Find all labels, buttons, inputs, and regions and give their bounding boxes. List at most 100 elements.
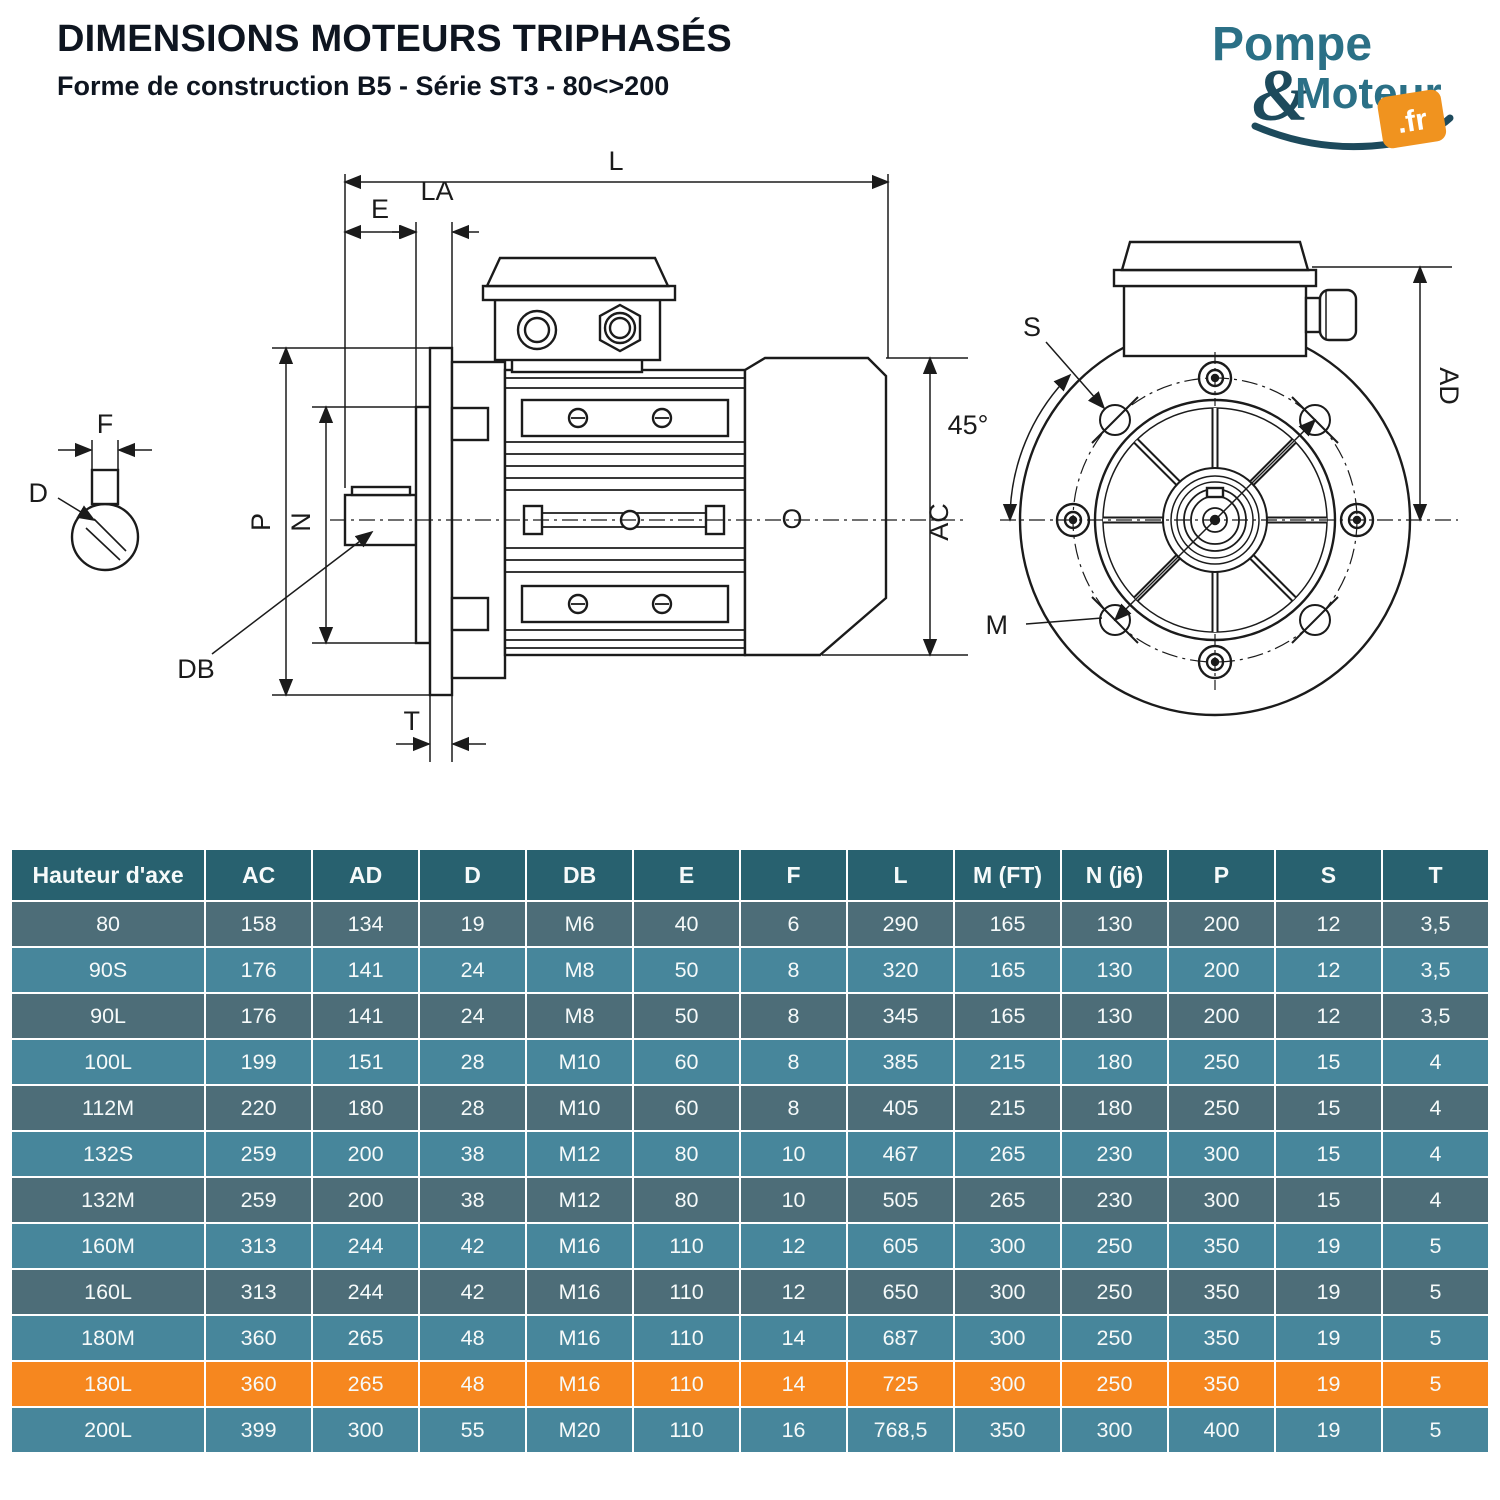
dim-label-E: E xyxy=(371,194,389,224)
table-cell: 3,5 xyxy=(1380,900,1491,948)
table-cell: 250 xyxy=(1060,1268,1169,1316)
table-cell: 19 xyxy=(1273,1222,1383,1270)
table-cell: 4 xyxy=(1380,1130,1491,1178)
motor-drawing-svg: L E LA F D DB T O P N AC xyxy=(29,146,1464,762)
table-cell: 8 xyxy=(739,1038,849,1086)
row-model: 160L xyxy=(9,1268,207,1316)
table-row: 80 158 134 19 M6 40 6 290 165 130 200 12 3,5 xyxy=(9,900,1491,948)
table-cell: 15 xyxy=(1273,1176,1383,1224)
table-cell: 345 xyxy=(846,992,956,1040)
dim-label-AD: AD xyxy=(1434,367,1464,405)
side-view-dimensions xyxy=(57,174,968,762)
table-cell: 300 xyxy=(953,1268,1062,1316)
table-cell: 180 xyxy=(1060,1038,1169,1086)
table-cell: M16 xyxy=(525,1314,635,1362)
table-cell: 42 xyxy=(418,1268,528,1316)
dim-label-LA: LA xyxy=(420,176,453,206)
table-cell: 265 xyxy=(953,1176,1062,1224)
table-cell: 313 xyxy=(204,1222,314,1270)
table-cell: 505 xyxy=(846,1176,956,1224)
dim-label-DB: DB xyxy=(177,654,215,684)
table-cell: 12 xyxy=(739,1268,849,1316)
table-cell: 244 xyxy=(311,1222,421,1270)
table-cell: 38 xyxy=(418,1176,528,1224)
table-cell: 215 xyxy=(953,1084,1062,1132)
table-cell: 230 xyxy=(1060,1130,1169,1178)
table-cell: 38 xyxy=(418,1130,528,1178)
dim-label-L: L xyxy=(608,146,623,176)
logo-fr-badge: .fr xyxy=(1377,89,1447,149)
dim-label-D: D xyxy=(29,478,49,508)
table-cell: 4 xyxy=(1380,1176,1491,1224)
table-cell: 180 xyxy=(1060,1084,1169,1132)
table-cell: 10 xyxy=(739,1176,849,1224)
table-cell: 200 xyxy=(1166,946,1276,994)
column-header: L xyxy=(846,848,956,902)
column-header: AD xyxy=(311,848,421,902)
table-cell: M16 xyxy=(525,1360,635,1408)
table-cell: 28 xyxy=(418,1038,528,1086)
dimensions-table: Hauteur d'axe AC AD D DB E F L M (FT) N (j6) P S T 8… xyxy=(9,848,1491,1454)
table-cell: 320 xyxy=(846,946,956,994)
table-cell: 60 xyxy=(632,1084,742,1132)
table-cell: 176 xyxy=(204,992,314,1040)
table-cell: 360 xyxy=(204,1314,314,1362)
table-cell: 8 xyxy=(739,946,849,994)
column-header: N (j6) xyxy=(1060,848,1169,902)
table-row: 132M 259 200 38 M12 80 10 505 265 230 300 15 4 xyxy=(9,1176,1491,1224)
table-cell: 200 xyxy=(1166,992,1276,1040)
front-view-dimensions xyxy=(1002,265,1452,625)
table-cell: 151 xyxy=(311,1038,421,1086)
row-model: 90L xyxy=(9,992,207,1040)
table-cell: 15 xyxy=(1273,1084,1383,1132)
row-model: 100L xyxy=(9,1038,207,1086)
table-cell: 265 xyxy=(311,1314,421,1362)
table-cell: 165 xyxy=(953,992,1062,1040)
column-header: D xyxy=(418,848,528,902)
table-cell: 350 xyxy=(1166,1314,1276,1362)
row-model: 180M xyxy=(9,1314,207,1362)
table-cell: 19 xyxy=(1273,1360,1383,1408)
column-header: F xyxy=(739,848,849,902)
table-cell: 130 xyxy=(1060,992,1169,1040)
table-row: 132S 259 200 38 M12 80 10 467 265 230 300 15 4 xyxy=(9,1130,1491,1178)
table-cell: 180 xyxy=(311,1084,421,1132)
table-cell: 300 xyxy=(1166,1130,1276,1178)
table-cell: 250 xyxy=(1060,1222,1169,1270)
table-cell: 19 xyxy=(1273,1314,1383,1362)
row-model: 90S xyxy=(9,946,207,994)
table-cell: 220 xyxy=(204,1084,314,1132)
table-cell: 300 xyxy=(311,1406,421,1454)
table-cell: 300 xyxy=(1060,1406,1169,1454)
brand-logo: Pompe & Moteur .fr xyxy=(1160,8,1470,163)
logo-ampersand: & xyxy=(1252,55,1310,137)
technical-drawing: L E LA F D DB T O P N AC xyxy=(0,130,1500,865)
column-header: P xyxy=(1166,848,1276,902)
table-cell: 130 xyxy=(1060,946,1169,994)
table-cell: 130 xyxy=(1060,900,1169,948)
table-cell: M6 xyxy=(525,900,635,948)
table-cell: 265 xyxy=(311,1360,421,1408)
table-cell: 8 xyxy=(739,1084,849,1132)
column-header: M (FT) xyxy=(953,848,1062,902)
table-cell: 110 xyxy=(632,1314,742,1362)
table-cell: 300 xyxy=(953,1360,1062,1408)
table-cell: 360 xyxy=(204,1360,314,1408)
table-cell: 141 xyxy=(311,992,421,1040)
table-cell: 12 xyxy=(1273,946,1383,994)
table-row: 90S 176 141 24 M8 50 8 320 165 130 200 12 3,5 xyxy=(9,946,1491,994)
table-cell: 42 xyxy=(418,1222,528,1270)
table-cell: 19 xyxy=(1273,1268,1383,1316)
row-model: 132S xyxy=(9,1130,207,1178)
table-cell: 3,5 xyxy=(1380,992,1491,1040)
table-cell: 50 xyxy=(632,946,742,994)
table-cell: 768,5 xyxy=(846,1406,956,1454)
page-subtitle: Forme de construction B5 - Série ST3 - 8… xyxy=(57,71,670,101)
table-cell: 176 xyxy=(204,946,314,994)
column-header: S xyxy=(1273,848,1383,902)
table-cell: 259 xyxy=(204,1176,314,1224)
table-cell: 14 xyxy=(739,1314,849,1362)
table-cell: 605 xyxy=(846,1222,956,1270)
table-cell: 141 xyxy=(311,946,421,994)
table-cell: 5 xyxy=(1380,1268,1491,1316)
